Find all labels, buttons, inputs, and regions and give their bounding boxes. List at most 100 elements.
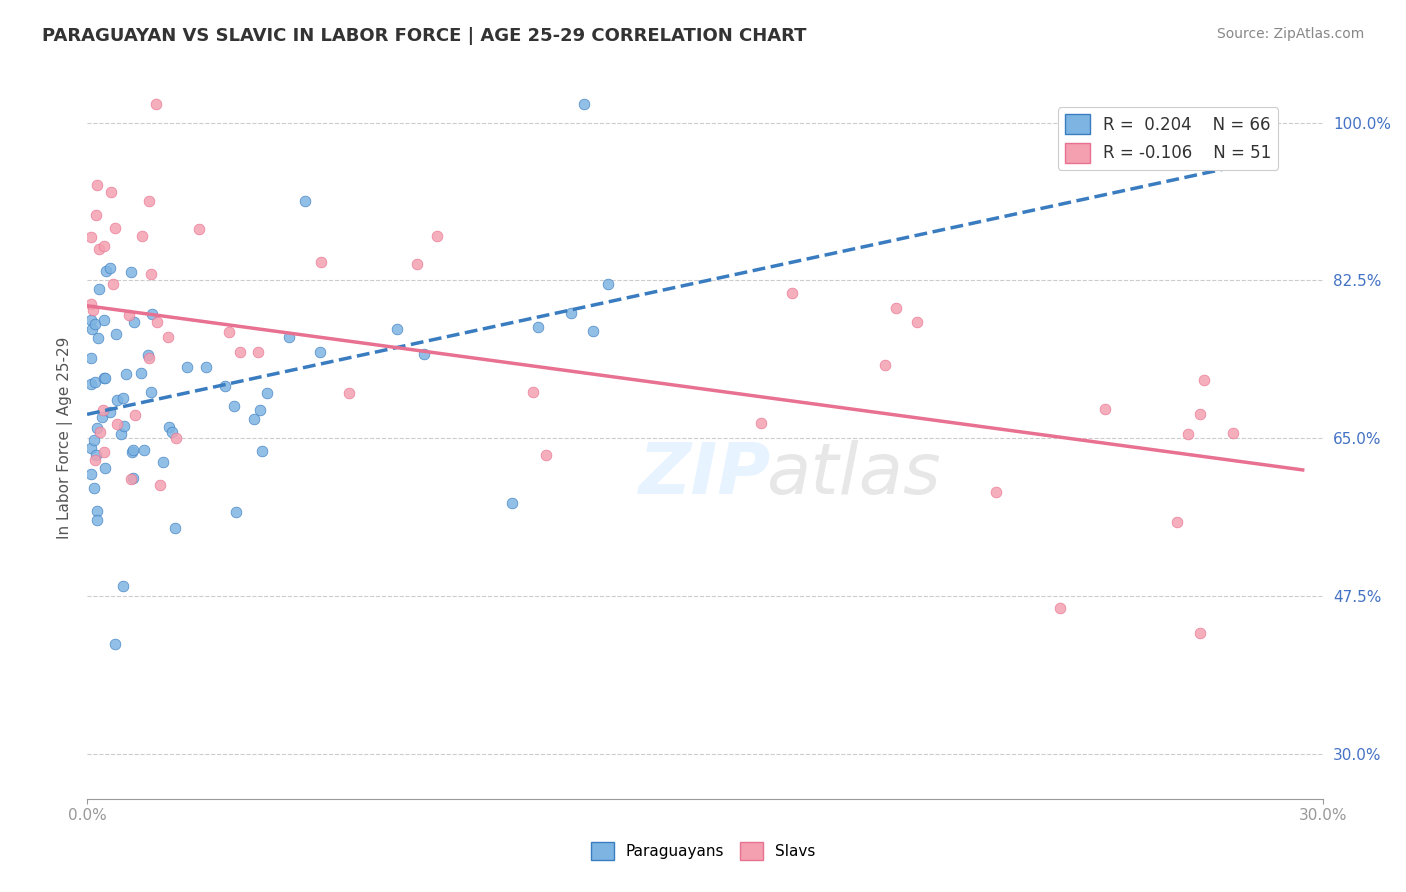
Point (83, 433, 105, 447)
Point (98, 405, 121, 419)
Point (87, 282, 110, 296)
Point (121, 444, 143, 458)
Point (1094, 402, 1116, 417)
Point (138, 351, 160, 365)
Point (572, 97, 595, 112)
Point (131, 229, 153, 244)
Point (242, 411, 264, 425)
Point (86, 178, 108, 193)
Point (129, 367, 152, 381)
Point (884, 301, 907, 315)
Point (294, 194, 316, 208)
Point (160, 425, 183, 440)
Point (104, 637, 127, 651)
Point (149, 477, 172, 491)
Point (984, 485, 1007, 500)
Point (117, 308, 139, 322)
Point (82, 302, 104, 317)
Point (80, 441, 103, 455)
Point (80, 376, 103, 391)
Point (105, 392, 128, 407)
Point (87, 243, 110, 257)
Point (1194, 373, 1216, 387)
Point (309, 345, 332, 359)
Point (83, 453, 105, 467)
Point (194, 359, 217, 374)
Point (156, 330, 179, 344)
Point (905, 315, 928, 329)
Point (425, 228, 447, 243)
Point (110, 427, 132, 442)
Point (1189, 407, 1212, 421)
Point (105, 417, 128, 431)
Point (339, 385, 361, 400)
Point (122, 315, 145, 329)
Point (104, 221, 127, 235)
Point (582, 324, 605, 338)
Point (86, 504, 108, 518)
Point (101, 277, 124, 291)
Point (225, 505, 247, 519)
Point (311, 255, 333, 269)
Point (141, 306, 163, 320)
Text: Source: ZipAtlas.com: Source: ZipAtlas.com (1216, 27, 1364, 41)
Point (80, 229, 103, 244)
Point (93, 239, 115, 253)
Legend: Paraguayans, Slavs: Paraguayans, Slavs (585, 836, 821, 866)
Point (146, 315, 169, 329)
Point (80, 313, 103, 327)
Point (86, 512, 108, 526)
Text: atlas: atlas (766, 440, 941, 508)
Point (406, 257, 429, 271)
Point (84, 208, 107, 222)
Point (501, 496, 523, 510)
Point (1177, 427, 1199, 442)
Point (112, 419, 135, 434)
Point (246, 344, 269, 359)
Point (84, 317, 107, 331)
Point (136, 348, 159, 362)
Point (90, 410, 112, 425)
Point (157, 420, 180, 434)
Point (112, 579, 135, 593)
Point (94, 264, 117, 278)
Point (252, 444, 274, 458)
Point (1189, 625, 1212, 640)
Point (218, 325, 240, 339)
Point (89, 425, 111, 440)
Point (132, 443, 155, 458)
Point (1166, 515, 1188, 529)
Point (596, 277, 619, 291)
Point (522, 384, 544, 399)
Point (86, 421, 108, 435)
Text: ZIP: ZIP (640, 440, 772, 508)
Point (80, 351, 103, 365)
Point (749, 417, 772, 431)
Point (187, 222, 209, 236)
Point (224, 399, 246, 413)
Legend: R =  0.204    N = 66, R = -0.106    N = 51: R = 0.204 N = 66, R = -0.106 N = 51 (1057, 107, 1278, 169)
Point (228, 345, 250, 359)
Point (121, 470, 143, 484)
Point (87, 331, 110, 345)
Point (82, 322, 104, 336)
Point (560, 306, 582, 320)
Point (534, 449, 557, 463)
Point (249, 403, 271, 417)
Point (1049, 601, 1071, 615)
Point (93, 370, 115, 384)
Point (176, 360, 198, 375)
Point (94, 461, 117, 475)
Point (385, 322, 408, 336)
Point (413, 347, 436, 361)
Point (1222, 426, 1244, 441)
Point (780, 285, 803, 300)
Point (120, 472, 142, 486)
Point (86, 448, 108, 462)
Point (152, 455, 174, 469)
Point (214, 379, 236, 393)
Point (122, 442, 145, 457)
Point (138, 194, 160, 208)
Point (100, 186, 122, 200)
Point (124, 408, 146, 422)
